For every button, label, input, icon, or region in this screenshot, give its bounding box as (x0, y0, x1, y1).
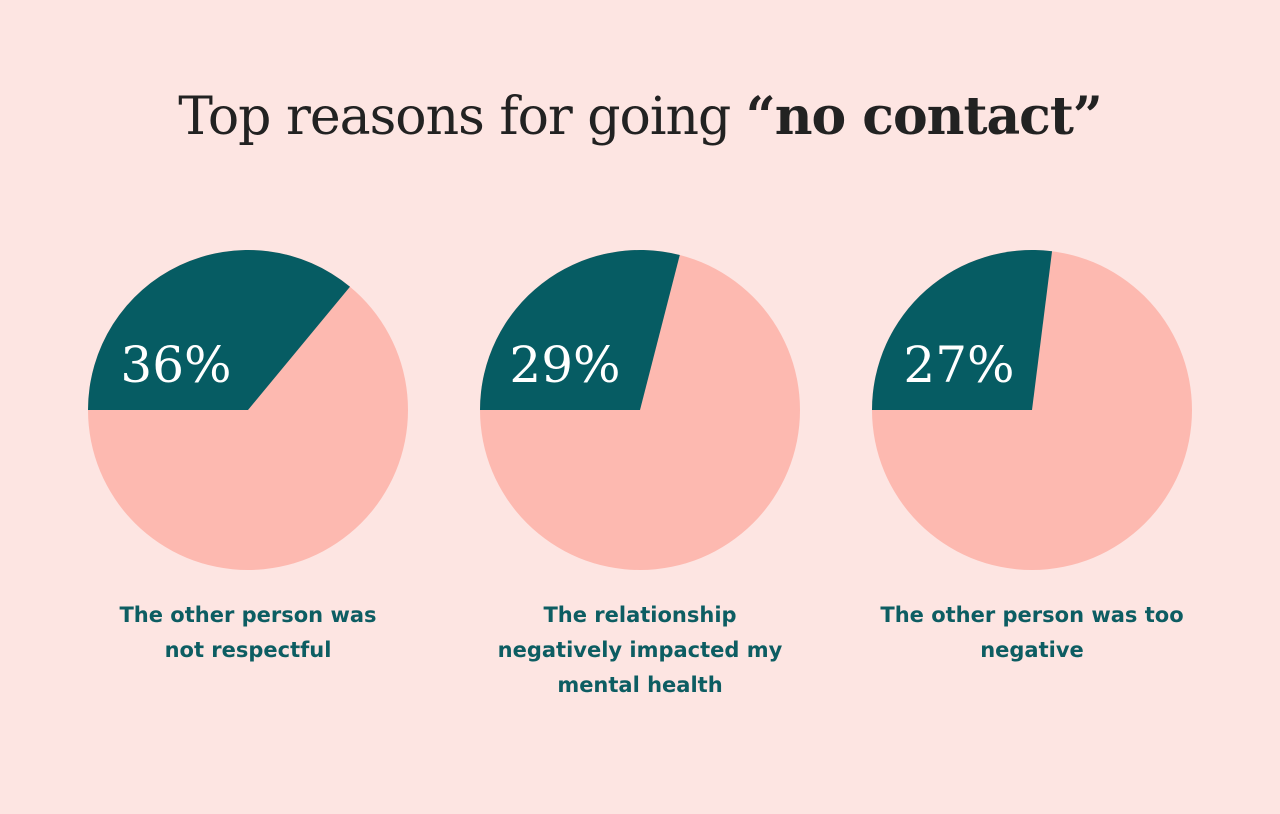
pie-1-caption: The other person was not respectful (88, 598, 408, 668)
pie-1-highlight-slice (88, 250, 350, 410)
pie-3-percent-label: 27% (903, 336, 1014, 394)
caption-line: negatively impacted my (497, 638, 783, 662)
caption-line: negative (980, 638, 1084, 662)
pie-chart-1: 36% (88, 250, 408, 570)
pie-chart-3: 27% (872, 249, 1192, 570)
pie-2-highlight-slice (480, 250, 680, 410)
pie-3-caption: The other person was too negative (872, 598, 1192, 668)
caption-line: mental health (557, 673, 723, 697)
pie-1-percent-label: 36% (120, 336, 231, 394)
caption-line: The relationship (543, 603, 737, 627)
pie-chart-2: 29% (480, 250, 800, 570)
pie-2-caption: The relationship negatively impacted my … (480, 598, 800, 703)
title-emphasis: “no contact” (745, 86, 1103, 147)
chart-title: Top reasons for going “no contact” (0, 86, 1280, 147)
caption-line: The other person was too (880, 603, 1184, 627)
caption-line: not respectful (164, 638, 332, 662)
pie-3-highlight-slice (872, 249, 1053, 410)
caption-line: The other person was (119, 603, 377, 627)
title-prefix: Top reasons for going (178, 87, 746, 147)
pie-2-percent-label: 29% (509, 336, 620, 394)
